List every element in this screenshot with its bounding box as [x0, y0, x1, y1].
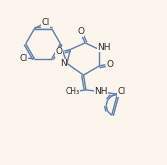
Text: NH: NH [97, 43, 111, 52]
Text: O: O [56, 48, 63, 56]
Text: Cl: Cl [41, 18, 49, 27]
Text: N: N [60, 59, 67, 68]
Text: NH: NH [94, 87, 108, 96]
Text: O: O [77, 27, 84, 36]
Text: CH₃: CH₃ [66, 87, 80, 96]
Text: O: O [107, 60, 114, 69]
Text: Cl: Cl [19, 54, 27, 63]
Text: Cl: Cl [118, 87, 126, 96]
